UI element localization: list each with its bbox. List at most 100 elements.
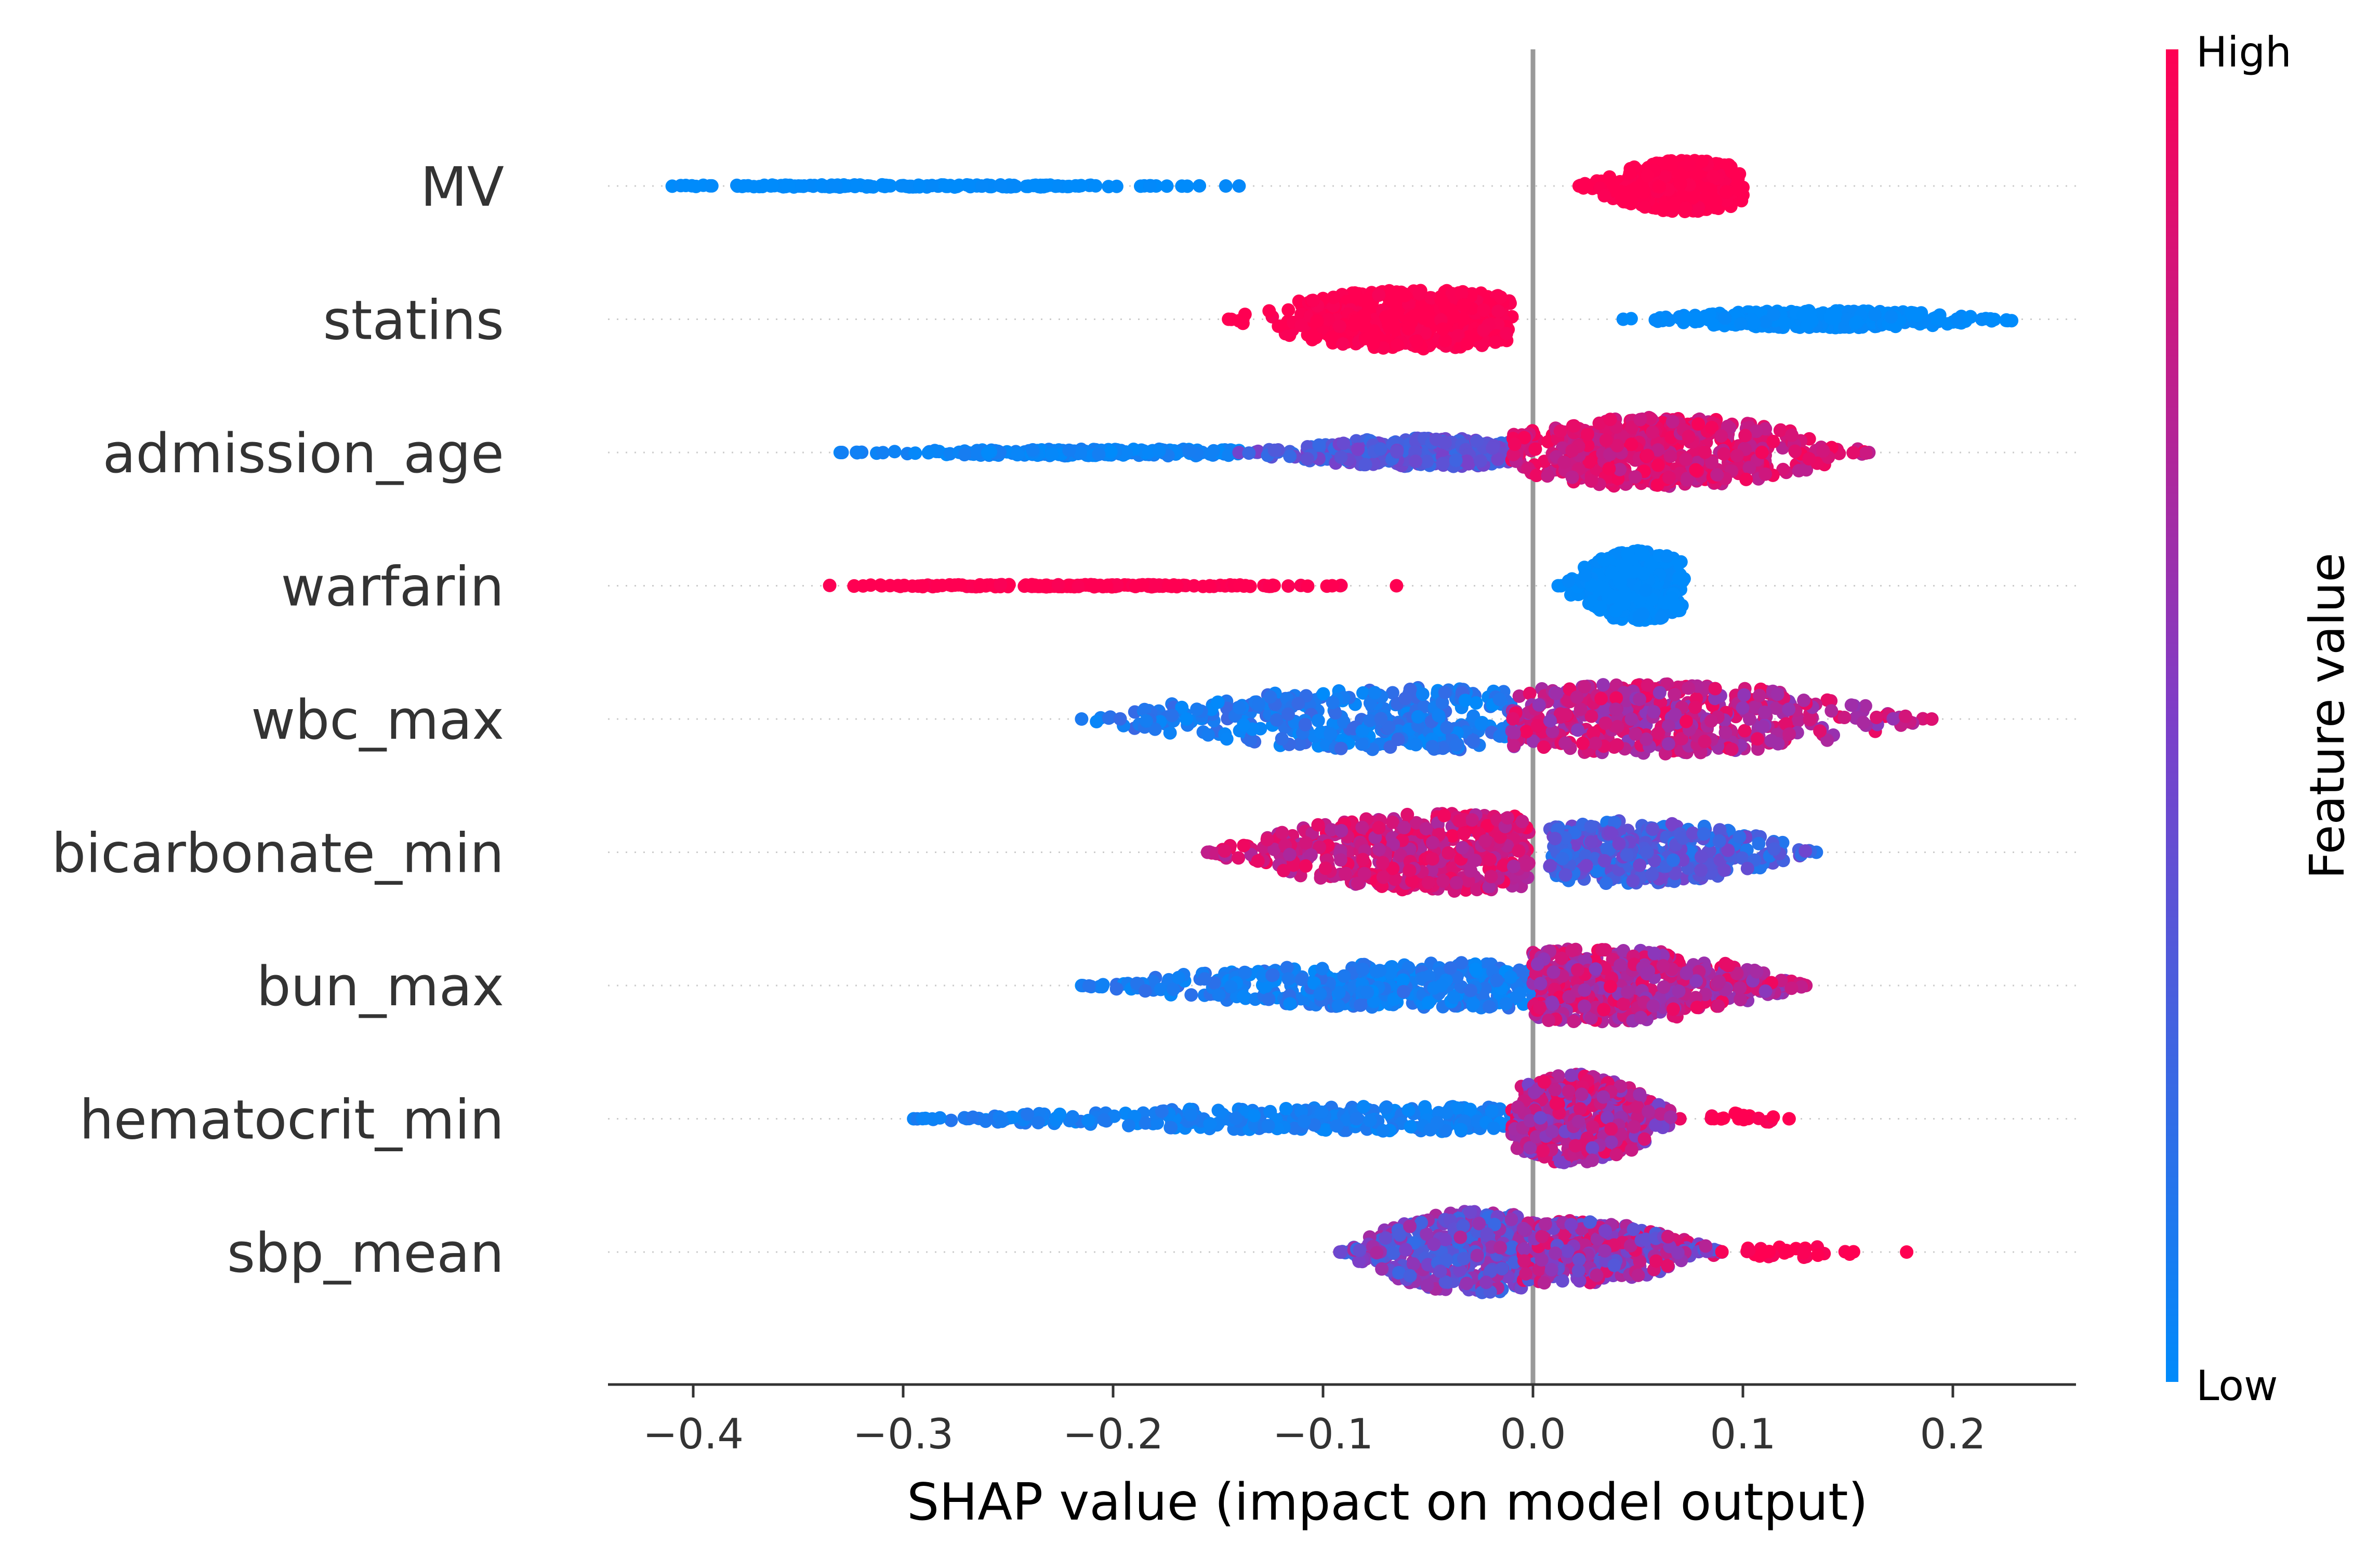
shap-point (1283, 449, 1297, 463)
shap-point (1803, 713, 1817, 727)
shap-point (1721, 419, 1735, 433)
shap-point (879, 178, 893, 192)
shap-point (1515, 815, 1529, 829)
shap-point (1165, 709, 1179, 723)
shap-point (1706, 169, 1720, 183)
shap-point (1110, 578, 1124, 592)
swarm-MV-cluster-1 (1572, 154, 1750, 218)
shap-point (1662, 471, 1676, 485)
shap-point (1104, 445, 1118, 459)
shap-point (1579, 859, 1593, 873)
shap-point (1336, 337, 1350, 351)
shap-point (1704, 456, 1718, 470)
shap-point (1045, 447, 1059, 461)
shap-point (1698, 445, 1712, 459)
shap-point (1438, 334, 1452, 348)
shap-point (1357, 309, 1370, 323)
shap-point (1734, 317, 1748, 331)
shap-point (1771, 737, 1785, 751)
shap-point (1610, 738, 1624, 752)
shap-point (1584, 474, 1598, 488)
shap-point (1537, 740, 1551, 754)
shap-point (1688, 700, 1702, 714)
shap-point (1697, 827, 1711, 841)
shap-point (1718, 726, 1733, 739)
shap-point (1075, 712, 1089, 726)
shap-point (1163, 726, 1177, 740)
shap-point (1175, 179, 1189, 193)
shap-point (1739, 472, 1753, 486)
shap-point (1638, 200, 1652, 214)
shap-point (1529, 469, 1543, 483)
shap-point (1452, 814, 1466, 828)
swarm-admission-age-cluster-2 (1505, 410, 1876, 493)
shap-point (1193, 179, 1207, 193)
shap-point (1738, 724, 1752, 738)
shap-point (952, 178, 966, 192)
shap-point (1679, 714, 1693, 728)
shap-point (1165, 579, 1179, 593)
shap-point (1690, 166, 1704, 180)
shap-point (1182, 444, 1196, 458)
swarm-MV-cluster-0 (665, 178, 1246, 194)
shap-point (1681, 471, 1695, 485)
shap-point (1604, 826, 1618, 840)
shap-point (1334, 450, 1348, 464)
shap-point (1143, 179, 1157, 193)
shap-point (894, 179, 908, 193)
shap-point (1720, 185, 1734, 199)
shap-point (1220, 732, 1234, 746)
shap-point (1501, 811, 1514, 825)
shap-point (958, 447, 972, 461)
shap-point (1636, 185, 1650, 199)
shap-point (1884, 310, 1898, 324)
shap-point (1152, 444, 1166, 458)
shap-point (1051, 179, 1065, 193)
shap-point (1666, 853, 1680, 867)
shap-point (1641, 169, 1654, 183)
shap-point (1614, 576, 1628, 590)
shap-point (1663, 449, 1677, 463)
shap-point (1628, 470, 1642, 484)
shap-point (1298, 717, 1312, 731)
shap-point (1695, 154, 1709, 168)
shap-point (1135, 578, 1149, 592)
shap-point (737, 179, 751, 193)
shap-point (1102, 180, 1116, 194)
shap-point (1507, 726, 1521, 740)
shap-point (1651, 458, 1665, 472)
shap-point (1691, 417, 1705, 431)
shap-point (1641, 678, 1655, 692)
shap-point (1925, 712, 1939, 726)
shap-point (1237, 718, 1251, 732)
shap-point (1311, 818, 1325, 832)
shap-point (1559, 708, 1573, 722)
shap-point (1636, 547, 1650, 561)
shap-point (1532, 698, 1546, 712)
shap-point (1506, 447, 1520, 461)
shap-point (1988, 312, 2001, 326)
shap-point (1672, 571, 1686, 585)
shap-point (1859, 446, 1873, 460)
shap-point (1201, 728, 1215, 742)
shap-point (1410, 334, 1424, 348)
shap-point (1474, 717, 1488, 731)
shap-point (1870, 710, 1884, 724)
shap-point (1668, 197, 1682, 211)
shap-point (815, 178, 829, 192)
shap-point (1704, 714, 1718, 728)
shap-point (1324, 727, 1338, 741)
shap-point (1436, 874, 1450, 888)
shap-point (1800, 463, 1814, 477)
shap-point (1868, 308, 1882, 322)
shap-point (1072, 579, 1086, 593)
shap-point (1612, 837, 1626, 850)
shap-point (1598, 716, 1612, 730)
shap-point (705, 179, 719, 193)
shap-point (1658, 169, 1672, 183)
shap-point (1512, 844, 1526, 858)
shap-point (1709, 194, 1723, 208)
shap-point (1040, 578, 1054, 592)
shap-point (874, 578, 888, 592)
